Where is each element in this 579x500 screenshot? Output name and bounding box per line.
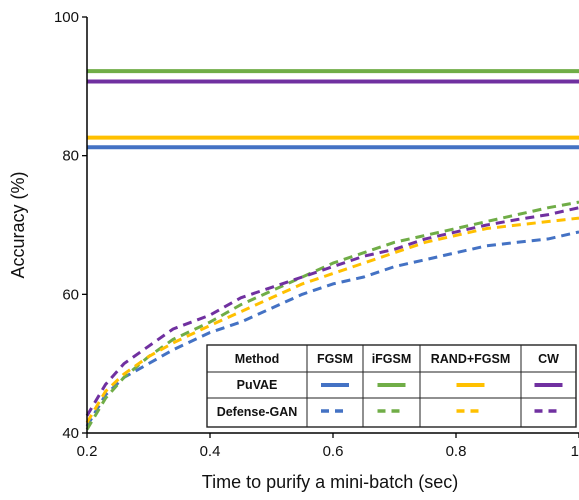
series-layer	[85, 69, 579, 431]
y-tick-label: 80	[62, 148, 79, 165]
legend-swatches	[321, 383, 563, 413]
legend-header-fgsm: FGSM	[317, 352, 353, 366]
x-tick-label: 0.2	[77, 443, 98, 460]
x-tick-label: 1	[571, 443, 579, 460]
tick-layer: 40 60 80 100 0.2 0.4 0.6 0.8 1	[54, 9, 579, 460]
legend-box	[206, 344, 577, 428]
legend-header-ifgsm: iFGSM	[372, 352, 412, 366]
legend-header-method: Method	[235, 352, 279, 366]
x-axis-label: Time to purify a mini-batch (sec)	[202, 472, 458, 492]
legend: Method FGSM iFGSM RAND+FGSM CW PuVAE Def…	[206, 344, 577, 428]
legend-row-puvae: PuVAE	[237, 378, 278, 392]
x-tick-label: 0.8	[446, 443, 467, 460]
legend-row-defense-gan: Defense-GAN	[217, 405, 298, 419]
y-tick-label: 40	[62, 425, 79, 442]
y-tick-label: 60	[62, 286, 79, 303]
series-line-defense-gan-ifgsm	[85, 200, 579, 431]
series-line-defense-gan-rand-fgsm	[85, 216, 579, 424]
y-axis-label: Accuracy (%)	[8, 171, 28, 278]
y-tick-label: 100	[54, 9, 79, 26]
series-line-defense-gan-fgsm	[85, 230, 579, 427]
legend-header-rand-fgsm: RAND+FGSM	[431, 352, 511, 366]
x-tick-label: 0.4	[200, 443, 221, 460]
x-tick-label: 0.6	[323, 443, 344, 460]
legend-header-cw: CW	[538, 352, 559, 366]
